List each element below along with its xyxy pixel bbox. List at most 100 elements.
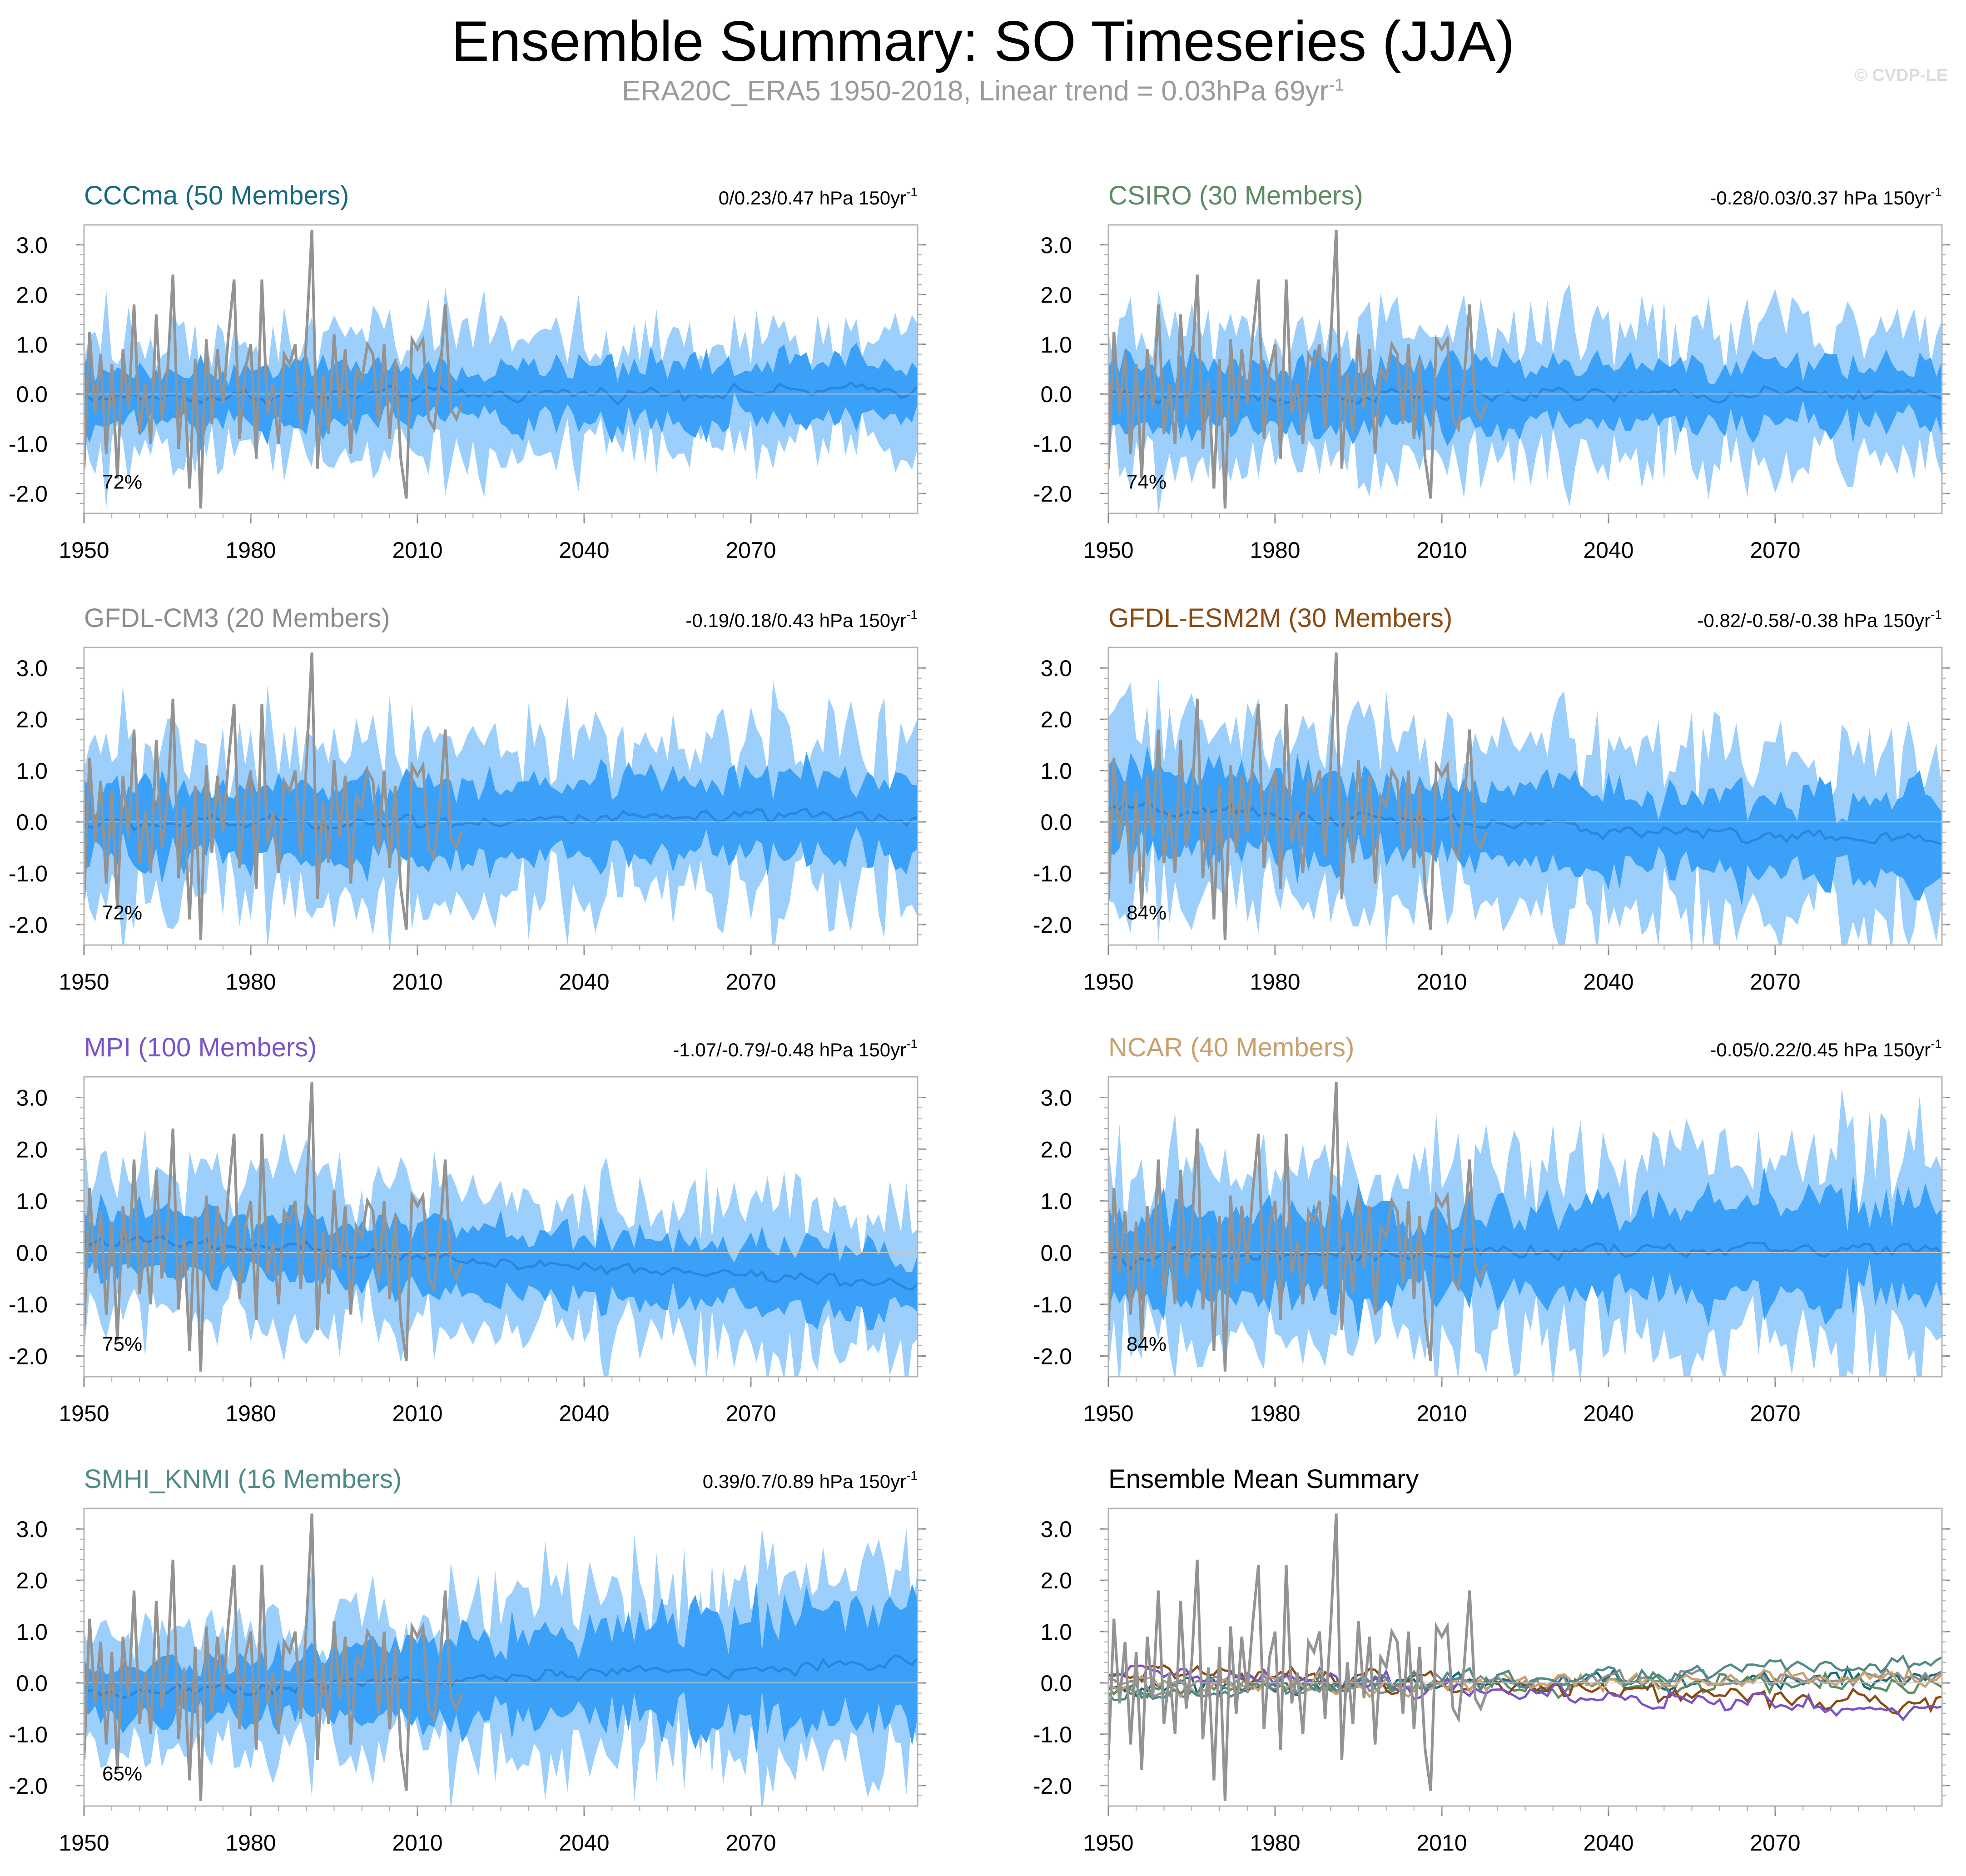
observations-line [84,1513,463,1801]
y-tick-label: 1.0 [16,758,48,784]
y-tick-label: -2.0 [1033,912,1072,938]
trend-text: -1.07/-0.79/-0.48 hPa 150yr [673,1039,906,1060]
plot-area [84,229,918,509]
panel-csiro: CSIRO (30 Members) -0.28/0.03/0.37 hPa 15… [1033,181,1950,563]
observations-line [84,1082,463,1372]
percentage-label: 72% [102,471,142,493]
y-tick-label: -2.0 [9,1344,48,1369]
x-tick-label: 1980 [1250,1830,1300,1856]
observations-line [1108,1513,1488,1801]
plot-area [1108,652,1942,945]
trend-superscript: -1 [1931,1037,1942,1051]
y-tick-label: -1.0 [1033,861,1072,886]
x-tick-label: 1980 [225,537,276,563]
observations-line [1108,229,1488,509]
x-tick-label: 2010 [1416,537,1467,563]
plot-area [84,1513,918,1806]
x-tick-label: 1950 [1083,1401,1133,1426]
y-tick-label: 2.0 [1040,707,1072,732]
y-tick-label: 1.0 [1040,332,1072,358]
x-tick-label: 2010 [1416,1830,1467,1856]
y-tick-label: 0.0 [16,382,48,407]
plot-area [1108,1082,1942,1377]
subtitle-text: ERA20C_ERA5 1950-2018, Linear trend = 0.… [621,75,1329,107]
y-tick-label: 3.0 [16,656,48,681]
trend-label: 0.39/0.7/0.89 hPa 150yr-1 [703,1468,918,1492]
x-tick-label: 2070 [725,537,776,563]
panel-ncar: NCAR (40 Members) -0.05/0.22/0.45 hPa 150… [1033,1033,1950,1426]
y-tick-label: 2.0 [16,282,48,308]
plot-area [1108,1513,1942,1801]
x-tick-label: 2010 [392,537,442,563]
trend-label: 0/0.23/0.47 hPa 150yr-1 [719,185,918,209]
x-tick-label: 2070 [1750,537,1800,563]
y-tick-label: 1.0 [16,332,48,358]
ensemble-mean-line [1108,800,1942,846]
y-tick-label: -1.0 [1033,1292,1072,1318]
x-tick-label: 2070 [1750,1830,1800,1856]
trend-label: -0.19/0.18/0.43 hPa 150yr-1 [685,607,918,631]
observations-line [1108,652,1488,940]
x-tick-label: 2040 [1583,1830,1633,1856]
x-tick-label: 1980 [225,1401,276,1426]
y-tick-label: 2.0 [16,707,48,732]
y-tick-label: 1.0 [1040,1189,1072,1214]
percentage-label: 84% [1127,1333,1167,1355]
trend-label: -1.07/-0.79/-0.48 hPa 150yr-1 [673,1037,918,1060]
y-tick-label: 3.0 [16,233,48,258]
y-tick-label: -2.0 [9,481,48,507]
x-tick-label: 2070 [1750,1401,1800,1426]
trend-superscript: -1 [906,1037,918,1051]
y-tick-label: 1.0 [16,1189,48,1214]
y-tick-label: 0.0 [1040,1240,1072,1266]
x-tick-label: 2040 [559,1401,609,1426]
panel-smhi-knmi: SMHI_KNMI (16 Members) 0.39/0.7/0.89 hPa … [9,1464,926,1856]
inner-spread-band [84,1194,918,1331]
y-tick-label: -2.0 [1033,1344,1072,1369]
observations-line [1108,1082,1488,1372]
y-tick-label: -1.0 [1033,432,1072,457]
y-tick-label: 3.0 [1040,656,1072,681]
inner-spread-band [84,1582,918,1754]
trend-text: 0/0.23/0.47 hPa 150yr [719,187,906,209]
x-tick-label: 1950 [59,1830,109,1856]
subtitle-superscript: -1 [1329,75,1344,95]
y-tick-label: 3.0 [1040,1085,1072,1111]
trend-text: -0.82/-0.58/-0.38 hPa 150yr [1697,610,1931,631]
y-tick-label: -2.0 [9,1773,48,1799]
trend-superscript: -1 [1931,185,1942,199]
x-tick-label: 2070 [725,969,776,995]
percentage-label: 75% [102,1333,142,1355]
y-tick-label: 0.0 [1040,810,1072,835]
panel-title: GFDL-CM3 (20 Members) [84,603,390,633]
y-tick-label: -2.0 [1033,481,1072,507]
trend-superscript: -1 [906,185,918,199]
y-tick-label: 0.0 [1040,1671,1072,1696]
x-tick-label: 2040 [559,537,609,563]
observations-line [84,652,463,940]
y-tick-label: -2.0 [1033,1773,1072,1799]
inner-spread-band [84,343,918,452]
inner-spread-band [84,751,918,884]
y-tick-label: 3.0 [1040,233,1072,258]
panel-gfdl-esm2m: GFDL-ESM2M (30 Members) -0.82/-0.58/-0.38… [1033,603,1950,995]
figure-subtitle: ERA20C_ERA5 1950-2018, Linear trend = 0.… [0,75,1966,107]
observations-line [84,229,463,509]
x-tick-label: 2070 [725,1830,776,1856]
percentage-label: 65% [102,1763,142,1785]
y-tick-label: 1.0 [1040,758,1072,784]
x-tick-label: 1980 [1250,1401,1300,1426]
y-tick-label: 1.0 [16,1619,48,1645]
panel-cccma: CCCma (50 Members) 0/0.23/0.47 hPa 150yr-… [9,181,926,563]
y-tick-label: -1.0 [9,1722,48,1747]
plot-area [84,652,918,945]
x-tick-label: 1950 [59,537,109,563]
percentage-label: 72% [102,902,142,924]
y-tick-label: 2.0 [1040,1137,1072,1162]
y-tick-label: 2.0 [1040,282,1072,308]
x-tick-label: 1950 [1083,537,1133,563]
x-tick-label: 2040 [1583,537,1633,563]
y-tick-label: 3.0 [1040,1517,1072,1542]
plot-area [84,1082,918,1377]
